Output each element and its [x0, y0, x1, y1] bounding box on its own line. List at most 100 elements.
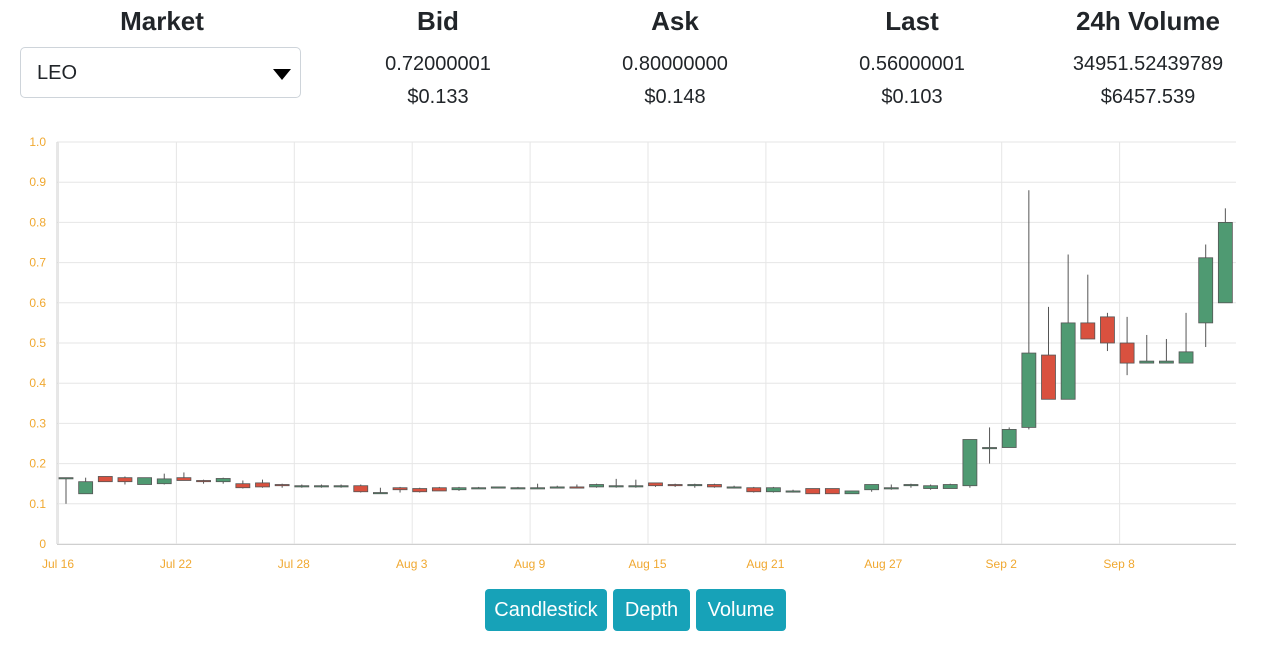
candle-body: [589, 484, 604, 488]
y-tick-label: 0.6: [29, 296, 46, 310]
candle-body: [1159, 360, 1174, 364]
market-select[interactable]: LEO: [20, 47, 301, 98]
candle-body: [274, 484, 290, 487]
x-tick-label: Aug 15: [628, 557, 666, 571]
volume-button[interactable]: Volume: [696, 589, 786, 631]
x-tick-label: Sep 2: [986, 557, 1018, 571]
x-tick-label: Aug 21: [746, 557, 784, 571]
candle-body: [490, 486, 506, 489]
candle-body: [844, 490, 860, 495]
y-tick-label: 0.4: [29, 376, 46, 390]
x-tick-label: Aug 27: [864, 557, 902, 571]
y-tick-label: 0.3: [29, 416, 46, 430]
depth-button[interactable]: Depth: [613, 589, 690, 631]
candle-body: [982, 447, 997, 450]
candle-body: [215, 478, 231, 483]
candle-body: [687, 484, 703, 487]
candle-body: [785, 490, 801, 493]
candle-body: [1060, 322, 1076, 400]
candle-body: [1178, 351, 1194, 364]
last-usd: $0.103: [881, 86, 943, 108]
x-tick-label: Sep 8: [1103, 557, 1135, 571]
candle-body: [1100, 316, 1115, 344]
candle-body: [314, 485, 329, 488]
candle-body: [667, 484, 683, 487]
candle-body: [648, 482, 663, 487]
candle-body: [923, 485, 938, 489]
candle-body: [864, 484, 880, 491]
candle-body: [117, 477, 133, 483]
volume-column: 24h Volume 34951.52439789 $6457.539: [1038, 0, 1258, 114]
y-tick-label: 0.8: [29, 215, 46, 229]
last-column: Last 0.56000001 $0.103: [802, 0, 1022, 114]
candlestick-button[interactable]: Candlestick: [485, 589, 607, 631]
candle-body: [1021, 352, 1037, 428]
candle-body: [196, 480, 211, 483]
candle-body: [1139, 360, 1155, 364]
volume-usd: $6457.539: [1100, 86, 1196, 108]
candle-body: [942, 484, 958, 489]
candlestick-chart[interactable]: 0 0.1 0.2 0.3 0.4 0.5 0.6 0.7 0.8 0.9 1.0 Jul 16 Jul…: [0, 130, 1280, 580]
candle-body: [471, 487, 487, 490]
y-tick-label: 0.9: [29, 175, 46, 189]
candle-body: [58, 477, 74, 480]
candle-body: [392, 487, 408, 491]
market-stats-header: Market LEO Bid 0.72000001 $0.133 Ask 0.8…: [0, 0, 1280, 120]
volume-title: 24h Volume: [1075, 6, 1220, 36]
candle-body: [707, 484, 722, 488]
ask-usd: $0.148: [644, 86, 706, 108]
chart-candles: [58, 190, 1233, 504]
candle-body: [903, 484, 919, 487]
market-selected-value: LEO: [37, 62, 78, 84]
candle-body: [1001, 429, 1017, 448]
candle-body: [97, 476, 113, 483]
x-tick-label: Jul 22: [160, 557, 192, 571]
candle-body: [156, 478, 172, 485]
candle-body: [766, 487, 781, 493]
candle-body: [608, 485, 624, 488]
candle-body: [1080, 322, 1096, 340]
candle-body: [962, 439, 978, 487]
y-tick-label: 0.5: [29, 336, 46, 350]
x-tick-label: Jul 28: [278, 557, 310, 571]
y-tick-label: 1.0: [29, 135, 46, 149]
market-column: Market: [52, 0, 272, 36]
candle-body: [372, 492, 388, 495]
candle-body: [176, 477, 192, 481]
candle-body: [333, 485, 349, 488]
candle-body: [569, 486, 585, 489]
ask-value: 0.80000000: [622, 53, 728, 75]
candle-body: [1041, 354, 1056, 400]
candle-body: [294, 485, 310, 488]
last-value: 0.56000001: [859, 53, 965, 75]
last-title: Last: [885, 6, 939, 36]
bid-usd: $0.133: [407, 86, 469, 108]
candle-body: [1217, 222, 1233, 304]
candle-body: [883, 487, 899, 490]
candle-body: [451, 487, 467, 491]
chart-axes: 0 0.1 0.2 0.3 0.4 0.5 0.6 0.7 0.8 0.9 1.0 Jul 16 Jul…: [29, 135, 1236, 571]
caret-down-icon[interactable]: [273, 69, 291, 80]
y-tick-label: 0.1: [29, 497, 46, 511]
y-tick-label: 0.7: [29, 256, 46, 270]
volume-value: 34951.52439789: [1072, 53, 1224, 75]
candle-body: [726, 486, 742, 489]
candle-body: [1198, 257, 1214, 324]
candle-body: [1119, 342, 1135, 364]
y-tick-label: 0: [39, 537, 46, 551]
candle-body: [137, 477, 153, 485]
candle-body: [510, 487, 526, 490]
candle-body: [530, 487, 545, 490]
x-tick-label: Aug 3: [396, 557, 428, 571]
candle-body: [628, 485, 644, 488]
ask-column: Ask 0.80000000 $0.148: [565, 0, 785, 114]
candle-body: [431, 487, 447, 492]
chart-grid: [57, 141, 1236, 545]
candle-body: [805, 488, 821, 495]
bid-title: Bid: [417, 6, 459, 36]
x-tick-label: Aug 9: [514, 557, 546, 571]
ask-title: Ask: [651, 6, 699, 36]
candle-body: [78, 481, 94, 495]
candle-body: [353, 485, 369, 493]
candle-body: [549, 486, 565, 489]
